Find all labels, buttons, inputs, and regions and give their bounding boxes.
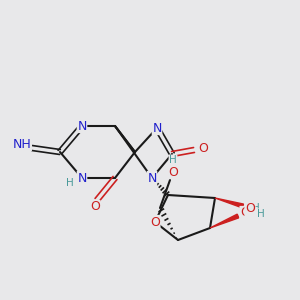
Text: N: N — [152, 122, 162, 134]
Text: O: O — [240, 206, 250, 220]
Text: O: O — [168, 166, 178, 178]
Polygon shape — [210, 214, 239, 228]
Text: NH: NH — [13, 137, 32, 151]
Text: O: O — [245, 202, 255, 215]
Text: O: O — [198, 142, 208, 155]
Text: N: N — [77, 119, 87, 133]
Text: N: N — [77, 172, 87, 184]
Text: H: H — [169, 155, 177, 165]
Polygon shape — [215, 198, 244, 208]
Text: O: O — [90, 200, 100, 214]
Text: N: N — [147, 172, 157, 184]
Text: H: H — [66, 178, 74, 188]
Text: O: O — [150, 215, 160, 229]
Text: H: H — [257, 209, 265, 219]
Text: H: H — [252, 203, 260, 213]
